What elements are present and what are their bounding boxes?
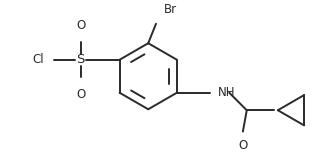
Text: O: O <box>238 139 247 152</box>
Text: NH: NH <box>218 86 235 99</box>
Text: Cl: Cl <box>32 53 44 66</box>
Text: O: O <box>76 88 85 101</box>
Text: Br: Br <box>164 3 177 16</box>
Text: O: O <box>76 19 85 32</box>
Text: S: S <box>76 53 85 66</box>
